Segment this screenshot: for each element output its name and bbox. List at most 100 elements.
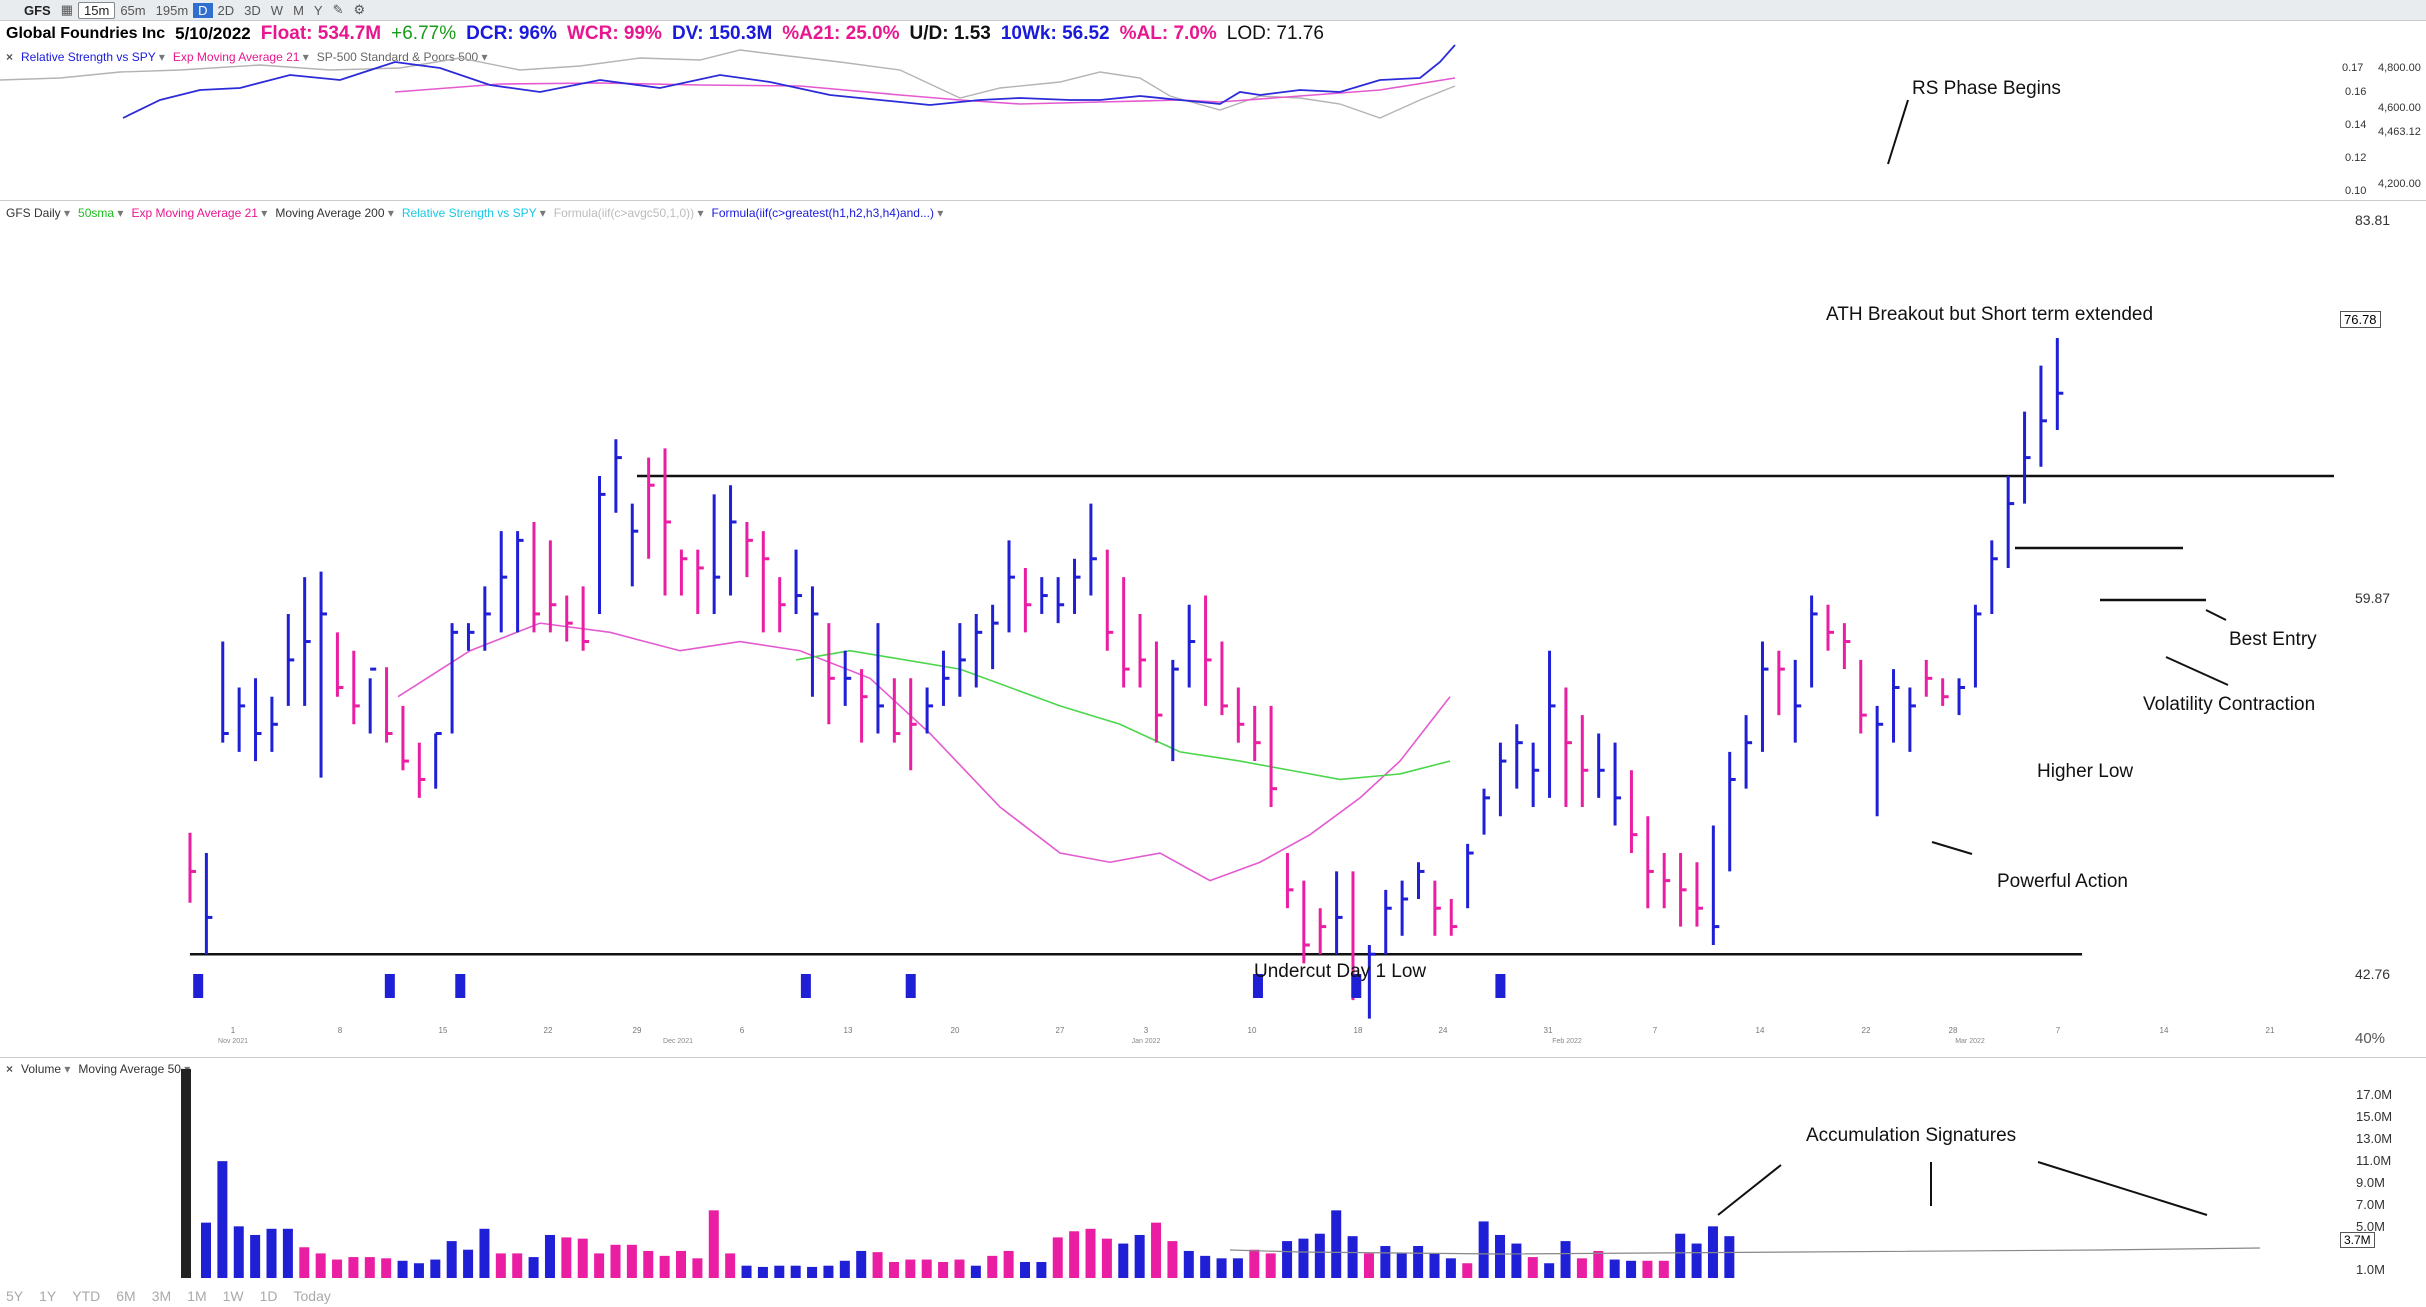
volume-bar: [1429, 1253, 1440, 1278]
symbol-label[interactable]: GFS: [24, 2, 51, 18]
price-pane: [188, 338, 2334, 1019]
x-month-label: Mar 2022: [1955, 1038, 1985, 1045]
interval-65m[interactable]: 65m: [120, 2, 146, 18]
sp-axis-label: 4,800.00: [2378, 62, 2421, 74]
al-label: %AL: 7.0%: [1119, 23, 1217, 44]
period-1m[interactable]: 1M: [187, 1288, 207, 1304]
volume-bar: [1462, 1263, 1473, 1278]
period-1y[interactable]: 1Y: [39, 1288, 57, 1304]
volume-bar: [446, 1241, 457, 1278]
interval-195m[interactable]: 195m: [155, 2, 189, 18]
a21-label: %A21: 25.0%: [782, 23, 900, 44]
volume-bar: [1396, 1253, 1407, 1278]
legend-volume[interactable]: Volume: [21, 1062, 70, 1076]
pane-divider[interactable]: [0, 200, 2426, 201]
period-5y[interactable]: 5Y: [6, 1288, 24, 1304]
legend-gfs-daily[interactable]: GFS Daily: [6, 206, 70, 220]
period-3m[interactable]: 3M: [151, 1288, 172, 1304]
close-icon[interactable]: ×: [6, 50, 14, 64]
legend-sp500[interactable]: SP-500 Standard & Poors 500: [317, 50, 488, 64]
volume-bar: [512, 1253, 523, 1278]
rs-legend: × Relative Strength vs SPY Exp Moving Av…: [6, 50, 488, 64]
annotation-ath: ATH Breakout but Short term extended: [1826, 304, 2153, 325]
vol-axis-label: 11.0M: [2356, 1153, 2392, 1168]
rs-axis-label: 0.10: [2345, 185, 2367, 197]
x-tick-label: 22: [1862, 1026, 1871, 1035]
annotation-arrow: [2037, 1161, 2208, 1216]
draw-tool-icon[interactable]: ✎: [332, 2, 344, 17]
rs-axis-label: 0.14: [2345, 119, 2367, 131]
x-axis: 1 8 15 22 29 6 13 20 27 3 10 18 24 31 7 14 22 28 7 14 21Nov …: [218, 1026, 2275, 1045]
legend-rs[interactable]: Relative Strength vs SPY: [21, 50, 165, 64]
vol-axis-label: 17.0M: [2356, 1087, 2393, 1102]
vol-axis-label: 13.0M: [2356, 1131, 2393, 1146]
x-tick-label: 10: [1248, 1026, 1257, 1035]
legend-formula-1[interactable]: Formula(iif(c>avgc50,1,0)): [554, 206, 704, 220]
legend-ma200[interactable]: Moving Average 200: [275, 206, 394, 220]
sma50-line: [795, 649, 1451, 781]
volume-bar: [888, 1262, 899, 1278]
volume-bar: [659, 1255, 670, 1278]
lod-label: LOD: 71.76: [1226, 23, 1324, 44]
interval-3d[interactable]: 3D: [244, 2, 261, 18]
volume-last-box: 3.7M: [2340, 1232, 2375, 1248]
volume-bar: [1544, 1263, 1555, 1278]
x-tick-label: 31: [1544, 1026, 1553, 1035]
legend-50sma[interactable]: 50sma: [78, 206, 123, 220]
legend-rs[interactable]: Relative Strength vs SPY: [402, 206, 546, 220]
volume-bar: [643, 1250, 654, 1278]
toolbar: GFS ▦ 15m 65m 195m D 2D 3D W M Y ✎ ⚙: [0, 0, 2426, 21]
period-6m[interactable]: 6M: [116, 1288, 136, 1304]
volume-bar: [1413, 1246, 1424, 1278]
price-axis-label: 83.81: [2355, 212, 2391, 228]
volume-bar: [1691, 1243, 1702, 1278]
layout-icon[interactable]: ▦: [60, 2, 74, 17]
x-month-label: Dec 2021: [663, 1038, 693, 1045]
company-name: Global Foundries Inc: [6, 25, 166, 42]
volume-bar: [1609, 1259, 1620, 1278]
x-tick-label: 14: [2160, 1026, 2169, 1035]
pane-divider[interactable]: [0, 1057, 2426, 1058]
interval-d[interactable]: D: [193, 2, 213, 18]
interval-y[interactable]: Y: [313, 2, 323, 18]
sp-axis-label: 4,463.12: [2378, 126, 2421, 138]
volume-bar: [561, 1237, 572, 1278]
volume-bar: [1511, 1243, 1522, 1278]
legend-formula-2[interactable]: Formula(iif(c>greatest(h1,h2,h3,h4)and..…: [712, 206, 944, 220]
volume-bar: [1052, 1237, 1063, 1278]
period-1w[interactable]: 1W: [222, 1288, 244, 1304]
volume-bar: [1020, 1262, 1030, 1278]
ud-label: U/D: 1.53: [909, 23, 991, 44]
signal-marker: [384, 974, 395, 998]
interval-m[interactable]: M: [293, 2, 304, 18]
legend-ema21[interactable]: Exp Moving Average 21: [131, 206, 267, 220]
x-month-label: Jan 2022: [1132, 1038, 1161, 1045]
volume-bar: [495, 1253, 506, 1278]
volume-bar: [1724, 1236, 1735, 1278]
period-1d[interactable]: 1D: [259, 1288, 278, 1304]
x-tick-label: 3: [1144, 1026, 1149, 1035]
vol-axis-label: 5.0M: [2356, 1219, 2385, 1234]
interval-w[interactable]: W: [270, 2, 284, 18]
legend-ema21[interactable]: Exp Moving Average 21: [173, 50, 309, 64]
volume-bar: [1118, 1243, 1129, 1278]
volume-bar: [839, 1260, 850, 1278]
close-icon[interactable]: ×: [6, 1062, 14, 1076]
x-tick-label: 18: [1354, 1026, 1363, 1035]
interval-2d[interactable]: 2D: [217, 2, 235, 18]
period-today[interactable]: Today: [293, 1288, 331, 1304]
price-legend: GFS Daily 50sma Exp Moving Average 21 Mo…: [6, 206, 943, 220]
vol-axis-label: 7.0M: [2356, 1197, 2385, 1212]
signal-marker: [193, 974, 204, 998]
signal-marker: [1351, 974, 1362, 998]
volume-bar: [1527, 1257, 1538, 1278]
settings-icon[interactable]: ⚙: [353, 2, 366, 17]
volume-bar: [1380, 1246, 1391, 1278]
volume-bar: [970, 1265, 981, 1278]
legend-volume-ma50[interactable]: Moving Average 50: [78, 1062, 190, 1076]
period-ytd[interactable]: YTD: [72, 1288, 101, 1304]
last-price-box: 76.78: [2340, 311, 2381, 328]
interval-15m[interactable]: 15m: [78, 1, 116, 19]
volume-bar: [1265, 1253, 1276, 1278]
